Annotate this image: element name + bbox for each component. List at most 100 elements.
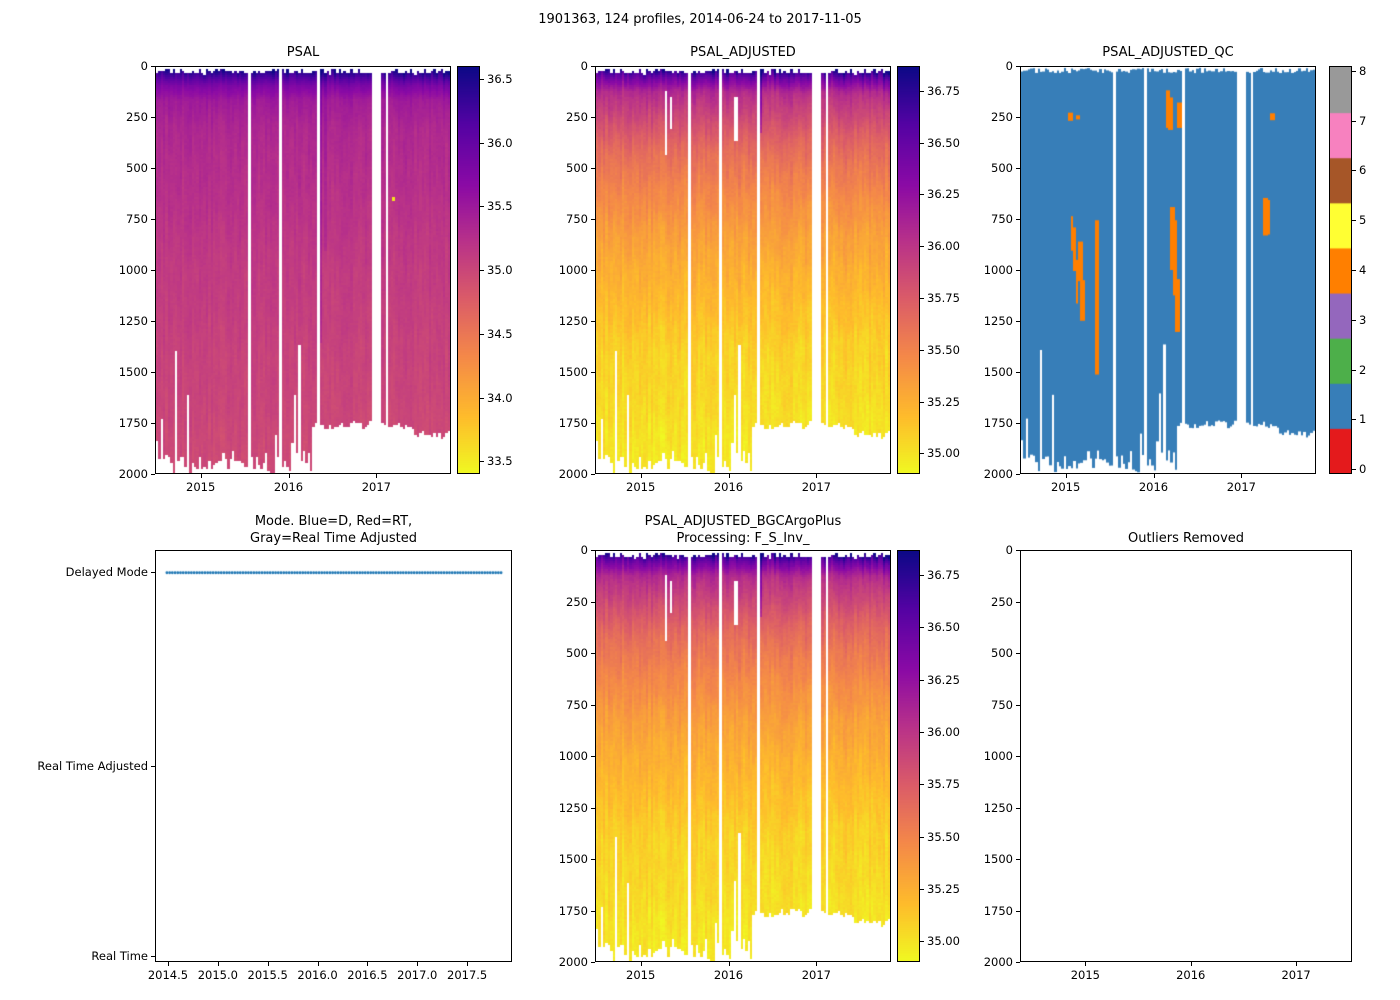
x-tick-label: 2017 xyxy=(801,968,831,982)
colorbar-tick-label: 5 xyxy=(1359,213,1367,228)
y-tick-label: 1250 xyxy=(118,314,148,328)
tick-mark xyxy=(920,575,924,577)
figure-suptitle: 1901363, 124 profiles, 2014-06-24 to 201… xyxy=(538,12,862,27)
qc-colorbar xyxy=(1329,66,1352,474)
y-tick-label: 1250 xyxy=(983,800,1013,815)
y-tick-label: 1000 xyxy=(558,263,588,277)
outliers-canvas xyxy=(1021,551,1351,961)
tick-mark xyxy=(480,142,484,144)
x-tick-label: 2016 xyxy=(1138,480,1169,494)
tick-mark xyxy=(1016,423,1020,424)
tick-mark xyxy=(151,219,155,220)
psal-adjusted-colorbar-canvas xyxy=(898,67,919,473)
colorbar-tick-label: 35.50 xyxy=(927,342,960,357)
colorbar-tick-label: 35.75 xyxy=(927,290,960,305)
tick-mark xyxy=(591,859,595,860)
tick-mark xyxy=(920,888,924,890)
tick-mark xyxy=(816,474,818,478)
psal-heatmap-canvas xyxy=(156,67,450,473)
tick-mark xyxy=(1241,474,1243,478)
tick-mark xyxy=(1016,807,1020,809)
tick-mark xyxy=(217,962,219,966)
y-tick-label: 2000 xyxy=(118,467,148,481)
colorbar-tick-label: 35.25 xyxy=(927,394,960,409)
tick-mark xyxy=(920,941,924,943)
tick-mark xyxy=(591,601,595,603)
tick-mark xyxy=(728,474,730,478)
y-tick-label: 1500 xyxy=(558,365,588,379)
bgc-heatmap-canvas xyxy=(596,551,890,961)
y-tick-label: 2000 xyxy=(983,467,1013,481)
y-tick-label: 500 xyxy=(126,161,148,175)
colorbar-tick-label: 36.00 xyxy=(927,724,960,739)
psal-colorbar-canvas xyxy=(458,67,479,473)
tick-mark xyxy=(591,117,595,118)
x-tick-label: 2015 xyxy=(1070,968,1100,982)
tick-mark xyxy=(1352,369,1356,371)
tick-mark xyxy=(1352,419,1356,421)
tick-mark xyxy=(591,168,595,169)
y-tick-label: 250 xyxy=(566,594,588,609)
colorbar-tick-label: 36.25 xyxy=(927,672,960,687)
tick-mark xyxy=(920,731,924,733)
x-tick-label: 2017.5 xyxy=(447,968,488,982)
y-tick-label: 1500 xyxy=(118,365,148,379)
tick-mark xyxy=(151,766,155,768)
tick-mark xyxy=(1352,170,1356,172)
colorbar-tick-label: 8 xyxy=(1359,63,1367,78)
colorbar-tick-label: 4 xyxy=(1359,263,1367,277)
y-tick-label: Real Time xyxy=(91,948,148,963)
x-tick-label: 2015 xyxy=(626,480,656,494)
y-tick-label: 250 xyxy=(126,110,148,124)
x-tick-label: 2017 xyxy=(361,480,391,494)
x-tick-label: 2015 xyxy=(186,480,216,494)
qc-colorbar-canvas xyxy=(1330,67,1351,473)
tick-mark xyxy=(376,474,378,478)
x-tick-label: 2016 xyxy=(713,480,744,494)
x-tick-label: 2015 xyxy=(626,968,656,982)
mode-scatter-canvas xyxy=(156,551,511,961)
tick-mark xyxy=(480,270,484,271)
tick-mark xyxy=(920,401,924,403)
tick-mark xyxy=(480,78,484,80)
mode-plot xyxy=(155,550,512,962)
colorbar-tick-label: 34.5 xyxy=(487,326,513,341)
y-tick-label: 500 xyxy=(991,646,1013,660)
colorbar-tick-label: 35.0 xyxy=(487,263,513,277)
bgc-colorbar-canvas xyxy=(898,551,919,961)
colorbar-tick-label: 0 xyxy=(1359,462,1367,477)
colorbar-tick-label: 36.25 xyxy=(927,187,960,202)
tick-mark xyxy=(1190,962,1192,966)
tick-mark xyxy=(1352,319,1356,321)
x-tick-label: 2016.0 xyxy=(297,968,338,982)
y-tick-label: 0 xyxy=(580,59,588,73)
tick-mark xyxy=(1016,704,1020,706)
tick-mark xyxy=(591,653,595,654)
x-tick-label: 2017 xyxy=(1226,480,1256,494)
colorbar-tick-label: 33.5 xyxy=(487,454,513,469)
tick-mark xyxy=(1016,270,1020,271)
y-tick-label: 1250 xyxy=(558,314,588,328)
y-tick-label: Delayed Mode xyxy=(65,564,148,579)
colorbar-tick-label: 3 xyxy=(1359,312,1367,327)
tick-mark xyxy=(1016,601,1020,603)
colorbar-tick-label: 34.0 xyxy=(487,390,513,405)
y-tick-label: 500 xyxy=(566,646,588,660)
tick-mark xyxy=(591,270,595,271)
y-tick-label: 1000 xyxy=(558,749,588,763)
colorbar-tick-label: 2 xyxy=(1359,362,1367,377)
y-tick-label: 1250 xyxy=(558,800,588,815)
y-tick-label: 1750 xyxy=(558,903,588,918)
tick-mark xyxy=(920,297,924,299)
tick-mark xyxy=(1296,962,1298,966)
mode-title: Mode. Blue=D, Red=RT, Gray=Real Time Adj… xyxy=(250,514,417,546)
tick-mark xyxy=(1016,653,1020,654)
tick-mark xyxy=(151,168,155,169)
colorbar-tick-label: 36.50 xyxy=(927,135,960,150)
y-tick-label: 1000 xyxy=(983,263,1013,277)
tick-mark xyxy=(1016,66,1020,67)
tick-mark xyxy=(1352,120,1356,122)
tick-mark xyxy=(417,962,419,966)
psal-adjusted-qc-title: PSAL_ADJUSTED_QC xyxy=(1102,45,1234,60)
psal-adjusted-colorbar xyxy=(897,66,920,474)
